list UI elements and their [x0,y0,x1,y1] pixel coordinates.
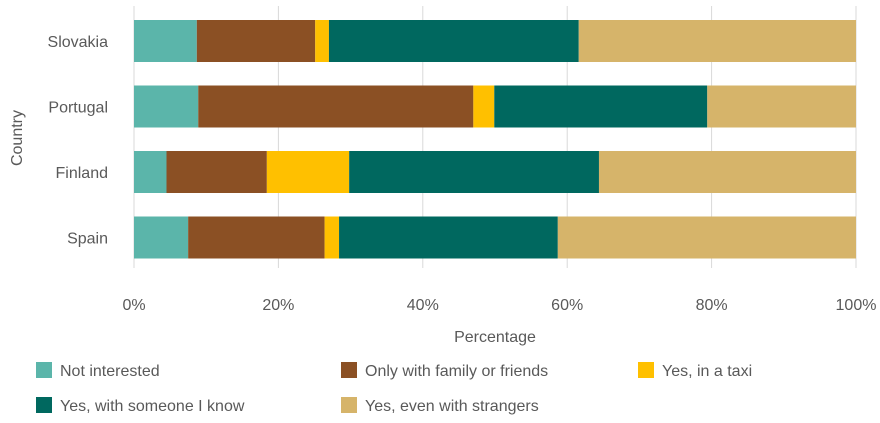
bar-segment [134,20,197,62]
legend-label: Yes, in a taxi [662,363,752,380]
y-axis-title: Country [9,110,26,166]
bars [134,20,856,259]
x-tick-label: 80% [696,297,728,314]
bar-segment [494,85,708,128]
legend-swatch [36,397,52,413]
x-axis-title: Percentage [454,329,536,346]
bar-segment [707,85,856,128]
x-tick-label: 20% [262,297,294,314]
bar-segment [188,216,325,259]
y-tick-label: Spain [67,231,108,248]
bar-segment [198,85,474,128]
x-tick-labels: 0% 20% 40% 60% 80% 100% [122,297,876,314]
bar-segment [324,216,340,259]
x-tick-label: 0% [122,297,145,314]
x-tick-label: 60% [551,297,583,314]
bar-segment [315,20,329,62]
legend-label: Yes, with someone I know [60,398,245,415]
bar-segment [578,20,856,62]
bar-segment [134,151,167,193]
bar-segment [473,85,495,128]
bar-segment [339,216,558,259]
legend-label: Only with family or friends [365,363,548,380]
y-tick-labels: Slovakia Portugal Finland Spain [48,34,109,248]
bar-segment [166,151,267,193]
x-tick-label: 40% [407,297,439,314]
legend-swatch [36,362,52,378]
legend-label: Yes, even with strangers [365,398,539,415]
bar-segment [557,216,856,259]
y-tick-label: Finland [56,165,108,182]
y-tick-label: Slovakia [48,34,109,51]
bar-segment [328,20,579,62]
legend-swatch [341,397,357,413]
legend-label: Not interested [60,363,160,380]
legend: Not interested Only with family or friend… [36,362,752,415]
bar-segment [266,151,350,193]
legend-swatch [341,362,357,378]
x-tick-label: 100% [836,297,877,314]
bar-segment [134,216,189,259]
bar-segment [196,20,316,62]
bar-segment [598,151,856,193]
legend-swatch [638,362,654,378]
bar-segment [349,151,599,193]
bar-segment [134,85,199,128]
y-tick-label: Portugal [48,100,108,117]
